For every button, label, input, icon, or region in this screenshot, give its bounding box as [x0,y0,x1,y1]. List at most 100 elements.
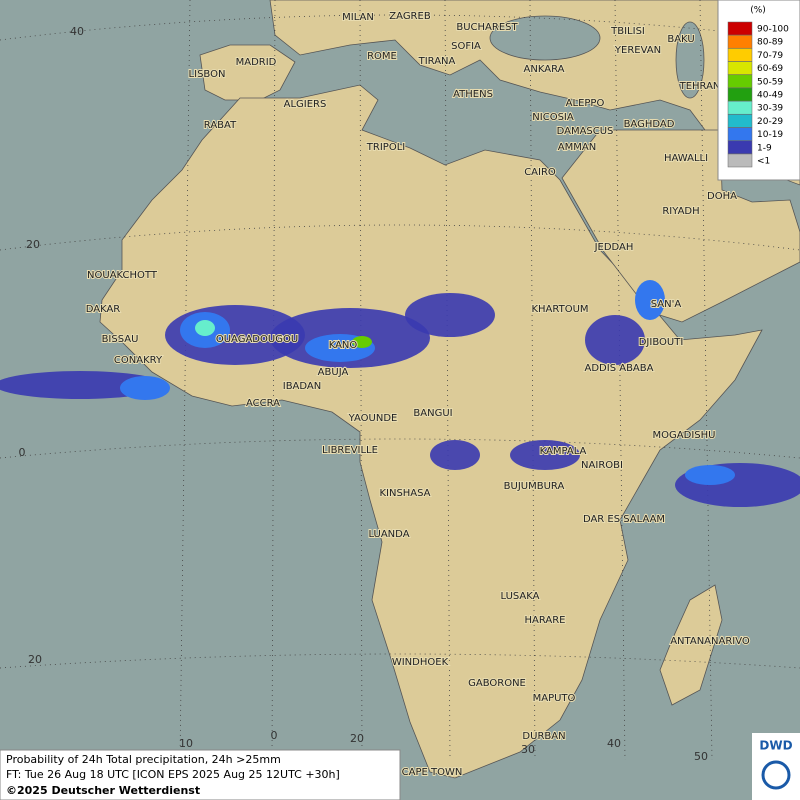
city-label: ACCRA [246,398,280,409]
graticule-label: 40 [607,737,621,750]
city-label: BANGUI [413,408,452,419]
graticule-label: 40 [70,25,84,38]
logo-icon [761,760,791,790]
city-label: ANKARA [524,64,565,75]
city-label: OUAGADOUGOU [216,334,298,345]
graticule-label: 20 [28,653,42,666]
city-label: TBILISI [610,26,645,37]
city-label: BAKU [667,34,694,45]
city-label: DAMASCUS [557,126,614,137]
legend-swatch [727,114,753,128]
footer-line: Probability of 24h Total precipitation, … [6,753,281,766]
legend-label: 40-49 [757,91,783,101]
legend-swatch [727,61,753,75]
city-label: TRIPOLI [366,142,405,153]
city-label: DOHA [707,191,737,202]
inland-sea [489,15,705,99]
city-label: ANTANANARIVO [670,636,750,647]
city-label: NAIROBI [581,460,623,471]
city-label: TIRANA [418,56,456,67]
city-label: WINDHOEK [392,657,449,668]
city-label: BUJUMBURA [504,481,565,492]
city-label: MILAN [342,12,374,23]
city-label: CONAKRY [114,355,163,366]
legend-swatch [727,127,753,141]
city-label: LISBON [189,69,226,80]
city-label: DAR ES SALAAM [583,514,665,525]
legend-label: 80-89 [757,38,783,48]
graticule [0,0,800,761]
legend-swatch [727,153,753,168]
legend-label: <1 [757,157,770,167]
legend-label: 1-9 [757,143,772,153]
legend-swatch [727,34,753,49]
footer-box [0,749,401,800]
legend-label: 70-79 [757,51,783,61]
city-label: TEHRAN [679,81,721,92]
legend-label: 50-59 [757,77,783,87]
city-label: BISSAU [102,334,139,345]
footer-line: ©2025 Deutscher Wetterdienst [6,784,200,797]
footer-line: FT: Tue 26 Aug 18 UTC [ICON EPS 2025 Aug… [6,768,340,781]
legend-swatch [727,140,753,155]
city-label: ZAGREB [389,11,431,22]
city-label: CAIRO [524,167,556,178]
graticule-label: 20 [350,732,364,745]
land [99,0,800,779]
city-label: SOFIA [451,41,481,52]
city-label: SAN'A [651,299,682,310]
legend-swatch [727,87,753,102]
legend-label: 30-39 [757,104,783,114]
city-label: JEDDAH [594,242,634,253]
city-label: AMMAN [558,142,596,153]
city-label: LUSAKA [501,591,540,602]
graticule-label: 0 [19,446,26,459]
city-label: BUCHAREST [456,22,518,33]
city-label: ABUJA [318,367,349,378]
legend-swatch [727,21,753,36]
logo: DWD [759,739,792,753]
legend-swatch [727,74,753,89]
legend-label: 10-19 [757,130,783,140]
city-label: ATHENS [453,89,493,100]
legend-swatch [727,48,753,62]
city-label: DJIBOUTI [639,337,684,348]
legend-label: 20-29 [757,117,783,127]
city-label: KAMPALA [540,446,587,457]
city-label: ALGIERS [284,99,327,110]
city-label: ALEPPO [566,98,605,109]
legend-swatch [727,100,753,115]
city-label: LUANDA [368,529,409,540]
city-label: MADRID [236,57,277,68]
graticule-label: 30 [521,743,535,756]
city-label: KINSHASA [379,488,430,499]
city-label: NOUAKCHOTT [87,270,158,281]
city-label: MAPUTO [533,693,576,704]
city-label: LIBREVILLE [322,445,378,456]
graticule-label: 0 [271,729,278,742]
city-label: NICOSIA [532,112,574,123]
city-label: ROME [367,51,397,62]
city-label: GABORONE [468,678,526,689]
city-label: BAGHDAD [624,119,675,130]
city-label: IBADAN [283,381,322,392]
city-label: YEREVAN [614,45,661,56]
graticule-label: 50 [694,750,708,763]
city-label: CAPE TOWN [402,767,463,778]
graticule-label: 10 [179,737,193,750]
city-label: ADDIS ABABA [585,363,654,374]
city-label: MOGADISHU [653,430,716,441]
city-label: DURBAN [522,731,565,742]
graticule-label: 20 [26,238,40,251]
city-label: KHARTOUM [531,304,588,315]
city-label: YAOUNDE [348,413,398,424]
legend-title: (%) [750,6,766,16]
city-label: KANO [329,340,358,351]
city-label: HAWALLI [664,153,708,164]
legend-label: 90-100 [757,25,789,35]
city-label: DAKAR [86,304,121,315]
precipitation [0,280,800,507]
legend-label: 60-69 [757,64,783,74]
city-label: RIYADH [662,206,699,217]
